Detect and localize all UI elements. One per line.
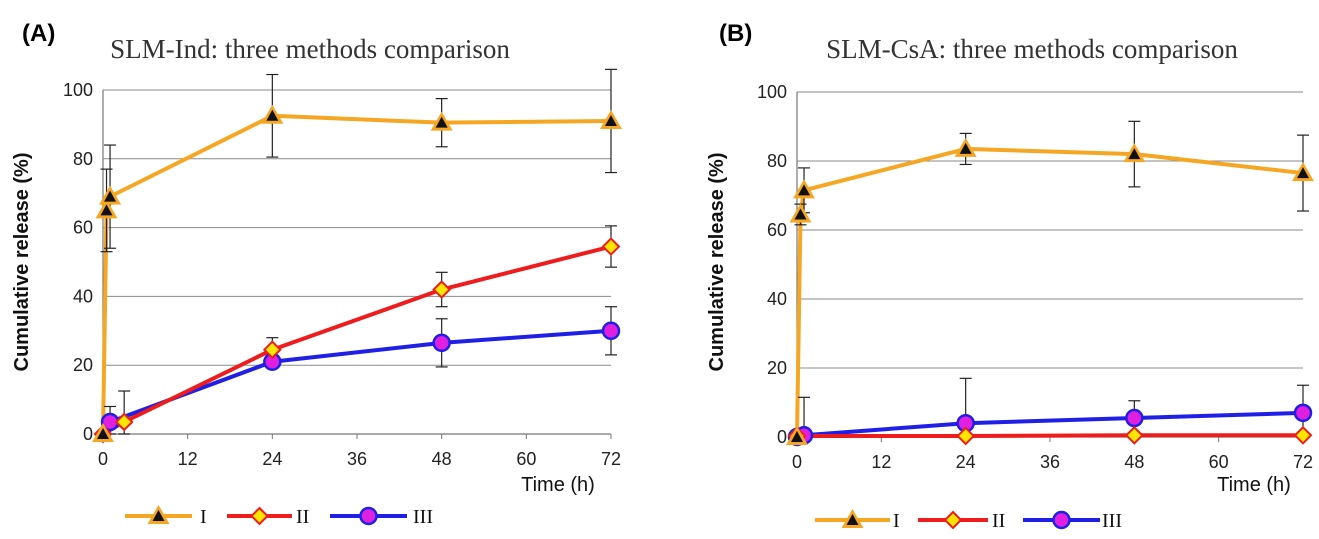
legend-marker-II xyxy=(943,510,963,530)
x-axis-label: Time (h) xyxy=(521,474,595,496)
x-tick-label: 12 xyxy=(178,449,198,469)
legend-label-I: I xyxy=(893,510,900,532)
y-axis-label: Cumulative release (%) xyxy=(706,153,728,372)
legend-label-II: II xyxy=(992,510,1005,532)
legend-marker-II xyxy=(250,506,269,526)
chart-panel-a: (A) SLM-Ind: three methods comparison 0 20 4… xyxy=(11,20,622,528)
chart-title: SLM-Ind: three methods comparison xyxy=(110,34,510,64)
data-point-III xyxy=(432,333,451,353)
y-tick-label: 40 xyxy=(767,289,787,309)
data-point-II xyxy=(432,280,452,299)
data-point-II xyxy=(601,237,621,256)
y-tick-label: 20 xyxy=(767,358,787,378)
data-point-I-core xyxy=(104,190,117,202)
data-point-I-core xyxy=(266,109,279,121)
legend-label-II: II xyxy=(296,506,309,528)
x-tick-label: 12 xyxy=(871,452,891,472)
y-tick-label: 60 xyxy=(767,220,787,240)
data-point-I-core xyxy=(435,116,448,128)
chart-panel-b: (B) SLM-CsA: three methods comparison 0 20 4… xyxy=(706,20,1314,532)
y-tick-label: 80 xyxy=(767,151,787,171)
x-tick-label: 36 xyxy=(1040,452,1060,472)
legend-marker-I-core xyxy=(846,514,859,525)
x-tick-label: 48 xyxy=(1124,452,1144,472)
series-line-II xyxy=(797,433,1303,438)
x-tick-label: 36 xyxy=(347,449,367,469)
x-tick-label: 60 xyxy=(516,449,536,469)
data-point-I-core xyxy=(794,208,807,220)
x-tick-label: 48 xyxy=(432,449,452,469)
x-tick-label: 60 xyxy=(1209,452,1229,472)
y-tick-label: 0 xyxy=(83,424,93,444)
data-point-III xyxy=(601,321,621,341)
legend-marker-III xyxy=(1052,510,1071,530)
data-point-II xyxy=(1293,425,1313,445)
chart-title: SLM-CsA: three methods comparison xyxy=(826,34,1238,64)
legend-label-III: III xyxy=(1102,510,1122,532)
data-point-II xyxy=(1124,425,1144,445)
panel-label: (B) xyxy=(719,20,752,47)
data-point-III xyxy=(1293,403,1313,423)
series-line-II xyxy=(102,244,612,436)
data-point-III xyxy=(1125,408,1144,428)
legend-marker-I-core xyxy=(152,510,165,521)
panel-label: (A) xyxy=(22,20,55,47)
data-point-II xyxy=(956,426,976,446)
series-line-I xyxy=(795,146,1304,438)
x-tick-label: 0 xyxy=(792,452,802,472)
legend-label-I: I xyxy=(200,506,207,528)
y-tick-label: 60 xyxy=(73,218,93,238)
x-tick-label: 72 xyxy=(601,449,621,469)
y-tick-label: 0 xyxy=(777,427,787,447)
data-point-II xyxy=(114,412,134,432)
data-point-I-core xyxy=(791,431,803,442)
data-point-I-core xyxy=(1128,148,1141,160)
x-tick-label: 72 xyxy=(1293,452,1313,472)
legend-marker-III xyxy=(359,506,378,526)
data-point-I-core xyxy=(97,428,109,439)
legend-label-III: III xyxy=(413,506,433,528)
series-line-III xyxy=(109,328,612,424)
series-line-I xyxy=(101,113,612,435)
data-point-I-core xyxy=(959,142,972,154)
y-tick-label: 100 xyxy=(757,82,787,102)
y-tick-label: 100 xyxy=(63,80,93,100)
y-tick-label: 80 xyxy=(73,149,93,169)
x-tick-label: 0 xyxy=(98,449,108,469)
y-tick-label: 40 xyxy=(73,286,93,306)
data-point-I-core xyxy=(798,184,811,196)
x-tick-label: 24 xyxy=(262,449,282,469)
data-point-I-core xyxy=(605,114,617,126)
y-axis-label: Cumulative release (%) xyxy=(11,153,33,372)
x-tick-label: 24 xyxy=(956,452,976,472)
data-point-II xyxy=(262,340,282,360)
data-point-I-core xyxy=(100,204,113,216)
data-point-I-core xyxy=(1297,167,1309,179)
x-axis-label: Time (h) xyxy=(1217,474,1291,496)
y-tick-label: 20 xyxy=(73,355,93,375)
